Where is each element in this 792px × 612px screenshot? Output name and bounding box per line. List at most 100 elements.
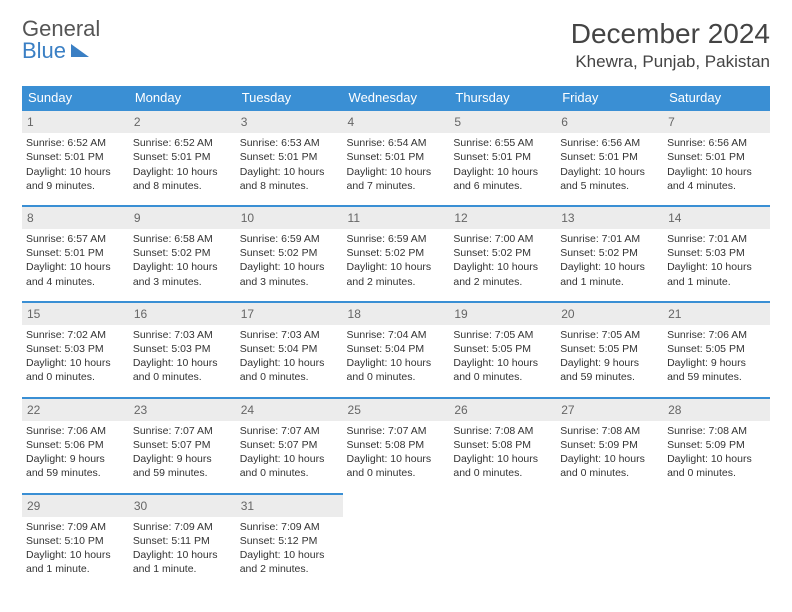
day-text: Sunrise: 7:07 AMSunset: 5:07 PMDaylight:…: [133, 424, 232, 481]
day-number: 13: [556, 205, 663, 229]
day-cell: 10 Sunrise: 6:59 AMSunset: 5:02 PMDayligh…: [236, 205, 343, 295]
day-sunrise: Sunrise: 7:08 AM: [560, 424, 659, 438]
day-text: Sunrise: 6:55 AMSunset: 5:01 PMDaylight:…: [453, 136, 552, 193]
day-sunset: Sunset: 5:06 PM: [26, 438, 125, 452]
day-day1: Daylight: 10 hours: [26, 356, 125, 370]
day-cell: 21Sunrise: 7:06 AMSunset: 5:05 PMDayligh…: [663, 301, 770, 391]
day-cell: 18Sunrise: 7:04 AMSunset: 5:04 PMDayligh…: [343, 301, 450, 391]
day-sunset: Sunset: 5:05 PM: [667, 342, 766, 356]
day-day1: Daylight: 10 hours: [26, 165, 125, 179]
day-day2: and 0 minutes.: [133, 370, 232, 384]
day-cell: 28 Sunrise: 7:08 AMSunset: 5:09 PMDayligh…: [663, 397, 770, 487]
day-day2: and 3 minutes.: [240, 275, 339, 289]
day-day1: Daylight: 10 hours: [240, 452, 339, 466]
day-cell: 20Sunrise: 7:05 AMSunset: 5:05 PMDayligh…: [556, 301, 663, 391]
day-sunset: Sunset: 5:08 PM: [347, 438, 446, 452]
day-day1: Daylight: 10 hours: [133, 548, 232, 562]
day-sunset: Sunset: 5:02 PM: [453, 246, 552, 260]
day-sunrise: Sunrise: 7:09 AM: [240, 520, 339, 534]
day-sunrise: Sunrise: 7:06 AM: [26, 424, 125, 438]
day-sunrise: Sunrise: 6:52 AM: [133, 136, 232, 150]
week-row: 15 Sunrise: 7:02 AMSunset: 5:03 PMDayligh…: [22, 301, 770, 391]
day-sunrise: Sunrise: 7:00 AM: [453, 232, 552, 246]
day-text: Sunrise: 7:01 AMSunset: 5:02 PMDaylight:…: [560, 232, 659, 289]
day-text: Sunrise: 6:56 AMSunset: 5:01 PMDaylight:…: [560, 136, 659, 193]
day-day1: Daylight: 10 hours: [560, 260, 659, 274]
day-cell: 24Sunrise: 7:07 AMSunset: 5:07 PMDayligh…: [236, 397, 343, 487]
day-day2: and 0 minutes.: [26, 370, 125, 384]
day-day1: Daylight: 10 hours: [240, 260, 339, 274]
week-row: 1Sunrise: 6:52 AMSunset: 5:01 PMDaylight…: [22, 109, 770, 199]
day-day1: Daylight: 10 hours: [133, 356, 232, 370]
day-cell: 9Sunrise: 6:58 AMSunset: 5:02 PMDaylight…: [129, 205, 236, 295]
day-sunrise: Sunrise: 7:06 AM: [667, 328, 766, 342]
day-number: 1: [22, 109, 129, 133]
day-sunset: Sunset: 5:05 PM: [453, 342, 552, 356]
day-sunset: Sunset: 5:07 PM: [240, 438, 339, 452]
day-sunrise: Sunrise: 6:59 AM: [347, 232, 446, 246]
day-cell: 19Sunrise: 7:05 AMSunset: 5:05 PMDayligh…: [449, 301, 556, 391]
day-text: Sunrise: 6:59 AMSunset: 5:02 PMDaylight:…: [347, 232, 446, 289]
day-day2: and 0 minutes.: [453, 466, 552, 480]
day-text: Sunrise: 6:56 AMSunset: 5:01 PMDaylight:…: [667, 136, 766, 193]
day-number: 30: [129, 493, 236, 517]
day-text: Sunrise: 6:54 AMSunset: 5:01 PMDaylight:…: [347, 136, 446, 193]
day-sunset: Sunset: 5:09 PM: [560, 438, 659, 452]
day-day2: and 8 minutes.: [240, 179, 339, 193]
day-sunrise: Sunrise: 7:01 AM: [667, 232, 766, 246]
day-text: Sunrise: 7:02 AMSunset: 5:03 PMDaylight:…: [26, 328, 125, 385]
day-text: Sunrise: 6:59 AMSunset: 5:02 PMDaylight:…: [240, 232, 339, 289]
day-sunrise: Sunrise: 6:55 AM: [453, 136, 552, 150]
day-day2: and 8 minutes.: [133, 179, 232, 193]
day-number: 15: [22, 301, 129, 325]
day-number: 9: [129, 205, 236, 229]
day-cell: 26Sunrise: 7:08 AMSunset: 5:08 PMDayligh…: [449, 397, 556, 487]
day-text: Sunrise: 6:52 AMSunset: 5:01 PMDaylight:…: [133, 136, 232, 193]
day-cell: 12Sunrise: 7:00 AMSunset: 5:02 PMDayligh…: [449, 205, 556, 295]
day-number: 27: [556, 397, 663, 421]
week-row: 22Sunrise: 7:06 AMSunset: 5:06 PMDayligh…: [22, 397, 770, 487]
day-day2: and 59 minutes.: [26, 466, 125, 480]
day-text: Sunrise: 6:52 AMSunset: 5:01 PMDaylight:…: [26, 136, 125, 193]
day-sunrise: Sunrise: 7:03 AM: [240, 328, 339, 342]
day-cell: 3Sunrise: 6:53 AMSunset: 5:01 PMDaylight…: [236, 109, 343, 199]
day-text: Sunrise: 7:03 AMSunset: 5:04 PMDaylight:…: [240, 328, 339, 385]
day-day1: Daylight: 10 hours: [667, 165, 766, 179]
day-sunset: Sunset: 5:02 PM: [347, 246, 446, 260]
day-sunset: Sunset: 5:01 PM: [26, 150, 125, 164]
day-sunset: Sunset: 5:04 PM: [347, 342, 446, 356]
day-text: Sunrise: 6:57 AMSunset: 5:01 PMDaylight:…: [26, 232, 125, 289]
dow-sunday: Sunday: [22, 86, 129, 109]
day-sunrise: Sunrise: 6:56 AM: [560, 136, 659, 150]
day-text: Sunrise: 7:01 AMSunset: 5:03 PMDaylight:…: [667, 232, 766, 289]
day-text: Sunrise: 7:06 AMSunset: 5:06 PMDaylight:…: [26, 424, 125, 481]
day-text: Sunrise: 7:08 AMSunset: 5:08 PMDaylight:…: [453, 424, 552, 481]
day-sunrise: Sunrise: 7:09 AM: [26, 520, 125, 534]
day-cell: 17Sunrise: 7:03 AMSunset: 5:04 PMDayligh…: [236, 301, 343, 391]
day-day2: and 0 minutes.: [240, 466, 339, 480]
day-sunset: Sunset: 5:08 PM: [453, 438, 552, 452]
day-cell: 1 Sunrise: 6:52 AMSunset: 5:01 PMDaylight…: [22, 109, 129, 199]
day-number: 10: [236, 205, 343, 229]
day-sunset: Sunset: 5:03 PM: [667, 246, 766, 260]
day-sunrise: Sunrise: 6:58 AM: [133, 232, 232, 246]
day-sunrise: Sunrise: 6:56 AM: [667, 136, 766, 150]
day-day1: Daylight: 10 hours: [347, 260, 446, 274]
day-sunset: Sunset: 5:07 PM: [133, 438, 232, 452]
day-sunset: Sunset: 5:09 PM: [667, 438, 766, 452]
day-text: Sunrise: 7:08 AMSunset: 5:09 PMDaylight:…: [667, 424, 766, 481]
day-cell: 25Sunrise: 7:07 AMSunset: 5:08 PMDayligh…: [343, 397, 450, 487]
day-day1: Daylight: 10 hours: [560, 452, 659, 466]
day-text: Sunrise: 7:09 AMSunset: 5:10 PMDaylight:…: [26, 520, 125, 577]
day-day1: Daylight: 10 hours: [240, 356, 339, 370]
day-text: Sunrise: 7:06 AMSunset: 5:05 PMDaylight:…: [667, 328, 766, 385]
day-number: 28: [663, 397, 770, 421]
day-number: 23: [129, 397, 236, 421]
day-text: Sunrise: 7:05 AMSunset: 5:05 PMDaylight:…: [453, 328, 552, 385]
dow-monday: Monday: [129, 86, 236, 109]
day-day2: and 1 minute.: [133, 562, 232, 576]
dow-tuesday: Tuesday: [236, 86, 343, 109]
day-day2: and 2 minutes.: [240, 562, 339, 576]
logo-line2: Blue: [22, 40, 66, 62]
day-sunset: Sunset: 5:01 PM: [133, 150, 232, 164]
